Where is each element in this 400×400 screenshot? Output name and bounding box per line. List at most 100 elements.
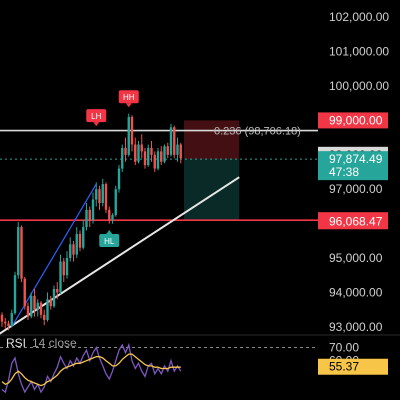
y-tick-label: 100,000.00 [329,79,389,93]
tag-99000-text: 99,000.00 [329,113,383,127]
tag-99000-bg [318,112,388,129]
candle [62,258,65,283]
candle [17,221,20,279]
price-pane[interactable]: 102,000.00 101,000.00 100,000.00 99,000.00 9… [0,10,400,340]
candle-body [153,154,156,169]
lh-label-bg [86,109,107,123]
candle [39,301,43,319]
candle-body [147,147,150,166]
candle [43,309,46,326]
candle [117,165,121,193]
candle-body [17,227,20,276]
candle [33,288,36,317]
rsi-value-tag[interactable]: 55.37 [318,358,388,375]
candle-body [78,233,82,248]
candle-body [33,295,36,310]
candle-body [23,278,26,307]
rsi-ma-line[interactable] [1,353,181,387]
candle-body [4,321,7,324]
candle-body [169,127,173,155]
lh-label-pointer [93,122,100,127]
stop-loss-zone[interactable] [184,120,240,160]
candle-body [127,116,130,155]
hh-label-text: HH [123,93,135,102]
candle-body [7,323,10,327]
candle-body [156,151,160,169]
candle [153,151,156,173]
hl-label[interactable]: HL [99,229,120,247]
candle [160,146,163,166]
candle [95,182,98,207]
candle-body [26,306,30,317]
candle [143,147,147,169]
candle [49,295,52,310]
candle [36,299,39,317]
candle [179,142,182,164]
candle-body [163,146,166,162]
tag-96068[interactable]: 96,068.47 [318,213,388,230]
fib-label: 0.236 (98,706.18) [214,126,301,138]
tag-96068-bg [318,213,388,230]
candle-body [111,215,114,221]
hh-label-pointer [125,103,132,108]
candle-body [10,313,13,327]
rsi-tick-label: 70.00 [329,341,359,355]
candle [108,206,111,224]
candle-body [75,233,78,255]
candle [130,115,134,152]
candle-body [130,116,134,145]
candle [156,147,160,171]
candle-body [117,168,121,190]
candle-body [150,147,153,155]
candle-body [104,184,108,210]
candle-body [108,209,111,221]
candle-body [36,302,39,310]
lh-label[interactable]: LH [86,109,107,127]
candle-body [72,244,75,255]
candle-body [30,295,33,317]
candle [78,230,82,252]
rsi-value-text: 55.37 [329,360,359,374]
candle [52,285,56,308]
hl-label-bg [99,233,120,247]
hh-label[interactable]: HH [118,90,139,108]
candle [4,317,7,329]
rsi-value-bg [318,358,388,375]
current-price-text: 97,874.49 [329,152,383,166]
candle [124,137,127,162]
candle-body [176,144,179,155]
candle-body [43,314,46,320]
take-profit-zone[interactable] [184,159,240,221]
candle [88,206,91,228]
candle [7,320,10,331]
candle [98,185,101,210]
candle [169,123,173,157]
candle [134,137,137,166]
candle [13,271,17,315]
candle-body [46,299,49,320]
candle [46,292,49,322]
candle-body [95,189,98,200]
rsi-subtitle: 14 close [32,336,77,350]
candle [72,240,75,262]
candle [163,144,166,164]
candle-body [56,288,59,293]
candle [23,276,26,310]
hl-label-pointer [106,229,113,234]
candle [166,142,169,159]
candle [121,144,124,173]
candle [85,202,88,231]
hl-label-text: HL [104,237,115,246]
candle-body [20,227,23,279]
tag-99000[interactable]: 99,000.00 [318,112,388,129]
candle [147,144,150,167]
rsi-line[interactable] [1,342,182,394]
candle [91,192,95,224]
candle-body [101,184,104,203]
support-trendline[interactable] [0,176,240,340]
y-tick-label: 95,000.00 [329,251,383,265]
candle-body [0,314,4,322]
